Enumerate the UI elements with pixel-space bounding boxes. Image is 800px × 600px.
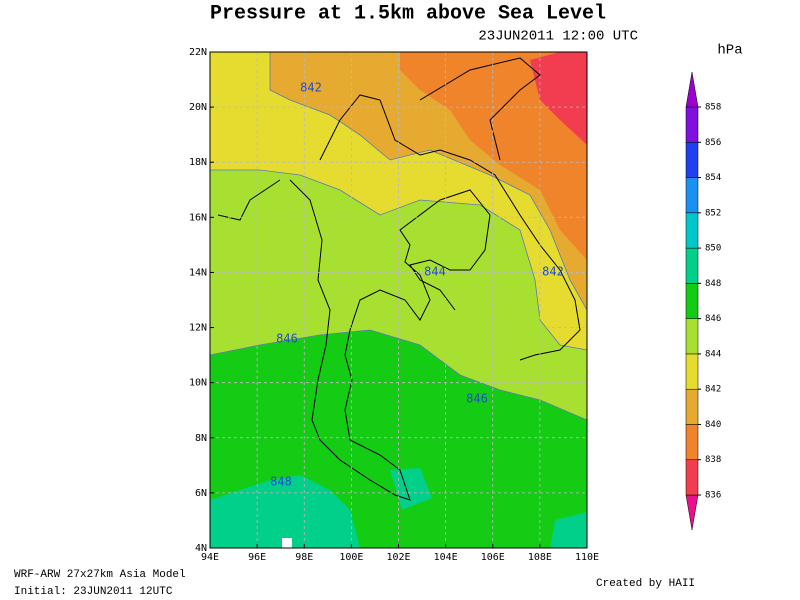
isobar <box>269 52 587 311</box>
lat-label: 4N <box>195 543 207 554</box>
lat-label: 6N <box>195 488 207 499</box>
isobar <box>210 169 587 351</box>
colorbar-label: 840 <box>705 420 721 430</box>
marker <box>282 538 292 548</box>
lat-label: 22N <box>189 47 207 58</box>
colorbar: 836 838 840 842 844 846 848 850 852 854 856 858 <box>685 71 721 531</box>
colorbar-label: 844 <box>705 349 721 359</box>
colorbar-label: 856 <box>705 138 721 148</box>
lon-label: 110E <box>575 552 599 563</box>
title: Pressure at 1.5km above Sea Level <box>210 2 606 25</box>
land-border <box>217 179 281 221</box>
lon-label: 108E <box>528 552 552 563</box>
colorbar-label: 842 <box>705 385 721 395</box>
lon-label: 100E <box>339 552 363 563</box>
colorbar-label: 836 <box>705 491 721 501</box>
land-border <box>419 57 541 161</box>
contour-label: 842 <box>542 265 564 279</box>
colorbar-tip <box>685 71 699 108</box>
colorbar-label: 848 <box>705 279 721 289</box>
colorbar-segment <box>685 424 699 460</box>
colorbar-segment <box>685 247 699 284</box>
lon-label: 98E <box>295 552 313 563</box>
colorbar-label: 858 <box>705 103 721 113</box>
land-border <box>319 94 581 361</box>
time: 23JUN2011 12:00 UTC <box>478 29 638 45</box>
colorbar-segment <box>685 106 699 143</box>
lon-label: 106E <box>481 552 505 563</box>
contour-label: 844 <box>424 265 446 279</box>
land-border <box>289 179 491 501</box>
lat-label: 20N <box>189 102 207 113</box>
colorbar-segment <box>685 283 699 319</box>
unit: hPa <box>717 43 742 59</box>
lat-label: 10N <box>189 378 207 389</box>
lon-label: 102E <box>386 552 410 563</box>
lat-label: 14N <box>189 267 207 278</box>
model: WRF-ARW 27x27km Asia Model <box>14 569 186 581</box>
colorbar-segment <box>685 388 699 425</box>
contour-label: 848 <box>270 475 292 489</box>
colorbar-segment <box>685 212 699 249</box>
colorbar-segment <box>685 177 699 214</box>
lon-label: 96E <box>248 552 266 563</box>
lat-label: 16N <box>189 212 207 223</box>
contour-label: 846 <box>276 332 298 346</box>
credit: Created by HAII <box>596 578 695 590</box>
map: 94E 96E 98E 100E 102E 104E 106E 108E 110E 4N 6N 8N 1… <box>189 47 599 563</box>
colorbar-segment <box>685 318 699 355</box>
lon-label: 104E <box>434 552 458 563</box>
colorbar-segment <box>685 459 699 496</box>
colorbar-label: 854 <box>705 173 721 183</box>
contour-label: 846 <box>466 392 488 406</box>
field-848 <box>390 468 432 510</box>
contour-label: 842 <box>300 81 322 95</box>
colorbar-label: 838 <box>705 455 721 465</box>
field-848 <box>550 512 587 548</box>
colorbar-segment <box>685 142 699 178</box>
isobar <box>210 329 587 421</box>
colorbar-tip <box>685 494 699 531</box>
field-838 <box>400 52 587 260</box>
field-836 <box>530 52 587 145</box>
lat-label: 12N <box>189 323 207 334</box>
colorbar-label: 852 <box>705 208 721 218</box>
colorbar-label: 846 <box>705 314 721 324</box>
lat-label: 8N <box>195 433 207 444</box>
lat-label: 18N <box>189 157 207 168</box>
initial: Initial: 23JUN2011 12UTC <box>14 586 173 598</box>
map-frame <box>209 51 588 549</box>
colorbar-label: 850 <box>705 244 721 254</box>
colorbar-segment <box>685 353 699 390</box>
lon-label: 94E <box>201 552 219 563</box>
